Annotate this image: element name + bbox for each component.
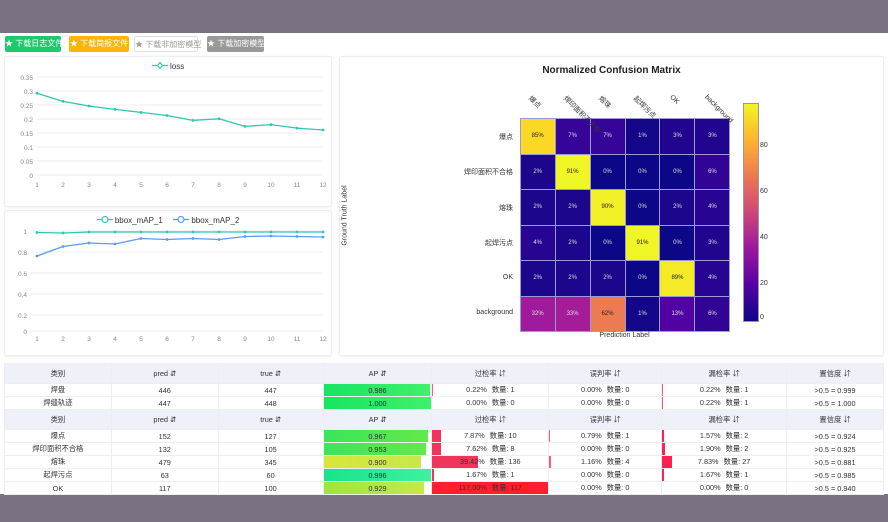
svg-text:1: 1 — [35, 336, 39, 343]
svg-text:12: 12 — [319, 182, 327, 189]
svg-text:7: 7 — [191, 336, 195, 343]
svg-text:4: 4 — [113, 336, 117, 343]
svg-text:7: 7 — [191, 182, 195, 189]
svg-text:0.35: 0.35 — [20, 75, 33, 82]
svg-text:0.8: 0.8 — [18, 250, 27, 257]
svg-text:0.3: 0.3 — [24, 89, 33, 96]
svg-text:0.1: 0.1 — [24, 145, 33, 152]
svg-text:6: 6 — [165, 336, 169, 343]
svg-text:9: 9 — [243, 182, 247, 189]
svg-text:10: 10 — [267, 336, 275, 343]
svg-text:3: 3 — [87, 336, 91, 343]
svg-text:3: 3 — [87, 182, 91, 189]
svg-text:11: 11 — [294, 336, 301, 343]
svg-text:10: 10 — [267, 182, 275, 189]
svg-text:11: 11 — [294, 182, 301, 189]
svg-text:12: 12 — [319, 336, 327, 343]
svg-text:0.4: 0.4 — [18, 292, 27, 299]
svg-text:0.6: 0.6 — [18, 271, 27, 278]
svg-text:0.2: 0.2 — [18, 313, 27, 320]
svg-text:6: 6 — [165, 182, 169, 189]
svg-text:0: 0 — [29, 173, 33, 180]
svg-text:8: 8 — [217, 336, 221, 343]
svg-text:9: 9 — [243, 336, 247, 343]
svg-text:4: 4 — [113, 182, 117, 189]
svg-text:5: 5 — [139, 336, 143, 343]
svg-text:0.25: 0.25 — [20, 103, 33, 110]
svg-text:8: 8 — [217, 182, 221, 189]
svg-text:1: 1 — [35, 182, 39, 189]
svg-text:0.05: 0.05 — [20, 159, 33, 166]
svg-text:0.2: 0.2 — [24, 117, 33, 124]
svg-text:0: 0 — [23, 329, 27, 336]
svg-text:2: 2 — [61, 336, 65, 343]
svg-text:5: 5 — [139, 182, 143, 189]
svg-text:0.15: 0.15 — [20, 131, 33, 138]
svg-text:1: 1 — [23, 229, 27, 236]
svg-text:2: 2 — [61, 182, 65, 189]
